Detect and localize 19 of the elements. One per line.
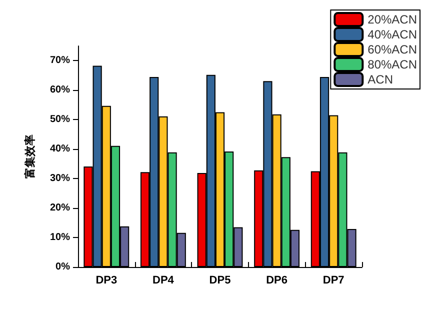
y-tick-label: 0% <box>56 262 70 272</box>
y-tick-label: 20% <box>50 202 70 214</box>
legend-label: 60%ACN <box>368 42 418 56</box>
x-tick-label: DP4 <box>152 274 175 286</box>
x-tick-label: DP6 <box>266 274 288 286</box>
x-tick-label: DP7 <box>322 274 344 286</box>
legend-label: ACN <box>368 72 393 86</box>
legend-label: 20%ACN <box>368 12 418 26</box>
y-tick-label: 60% <box>50 84 70 96</box>
y-tick-label: 70% <box>50 55 70 66</box>
y-tick-label: 40% <box>50 144 70 155</box>
y-tick-label: 50% <box>50 114 70 126</box>
x-tick-label: DP5 <box>209 274 231 286</box>
y-axis-title: 富集效率 <box>24 134 36 178</box>
x-tick-label: DP3 <box>96 274 118 286</box>
y-tick-label: 30% <box>50 173 70 184</box>
legend-label: 40%ACN <box>368 28 418 42</box>
legend-label: 80%ACN <box>368 58 418 72</box>
y-tick-label: 10% <box>50 232 70 244</box>
